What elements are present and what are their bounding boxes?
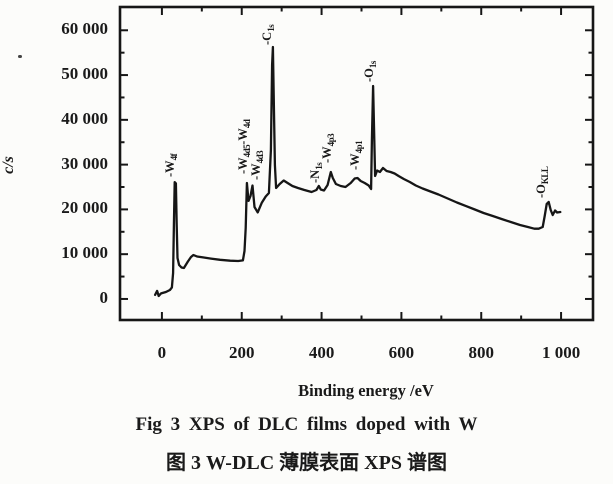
x-axis-title: Binding energy /eV [298,381,434,400]
peak-label: -O1s [361,60,378,82]
peak-label-subscript: 1s [367,60,378,68]
x-tick-label: 1 000 [541,343,581,362]
y-tick-label: 10 000 [61,243,108,263]
y-tick-label: 0 [99,287,109,307]
peak-label-text: -W [163,160,178,178]
x-tick-label: 400 [308,343,335,362]
plot-frame [118,5,595,322]
peak-label-subscript: 1s [313,162,324,170]
peak-label-subscript: 4d3 [254,150,265,164]
figure-caption-chinese: 图 3 W-DLC 薄膜表面 XPS 谱图 [166,452,447,474]
peak-label: -W4d3 [248,150,265,180]
figure-caption-english: Fig 3 XPS of DLC films doped with W [135,414,478,435]
peak-label-subscript: KLL [539,166,550,184]
spectrum-curve [153,45,562,298]
y-tick-label: 60 000 [61,19,108,39]
peak-label-text: -W [319,146,334,163]
peak-label-text: -O [533,183,548,198]
peak-label-subscript: 4p3 [325,133,336,147]
x-tick-label: 600 [388,343,415,362]
scan-artifact-dot [18,55,22,58]
peak-label-text: -C [260,31,275,46]
y-tick-label: 20 000 [61,198,108,218]
peak-label: -N1s [307,162,324,183]
peak-label-subscript: 4d [242,120,253,129]
peak-label: -C1s [260,24,277,46]
peak-label-text: -N [307,169,322,183]
peak-label-subscript: 4f [169,153,180,161]
y-tick-label: 40 000 [61,108,108,128]
peak-label: -OKLL [533,166,550,198]
peak-label: -W4p3 [319,133,336,163]
peak-label: -W4f [163,153,180,178]
peak-label-text: -W [248,163,263,180]
peak-label-text: -O [361,67,376,82]
y-tick-label: 30 000 [61,153,108,173]
peak-label-text: -W [236,128,251,146]
x-tick-label: 200 [228,343,255,362]
x-tick-label: 800 [468,343,494,362]
x-tick-label: 0 [157,343,167,362]
peak-label-subscript: 1s [266,24,277,32]
peak-label-subscript: 4p1 [353,140,364,153]
peak-label: -W4p1 [347,140,364,170]
y-tick-label: 50 000 [61,64,108,84]
peak-label-text: -W [347,152,362,170]
